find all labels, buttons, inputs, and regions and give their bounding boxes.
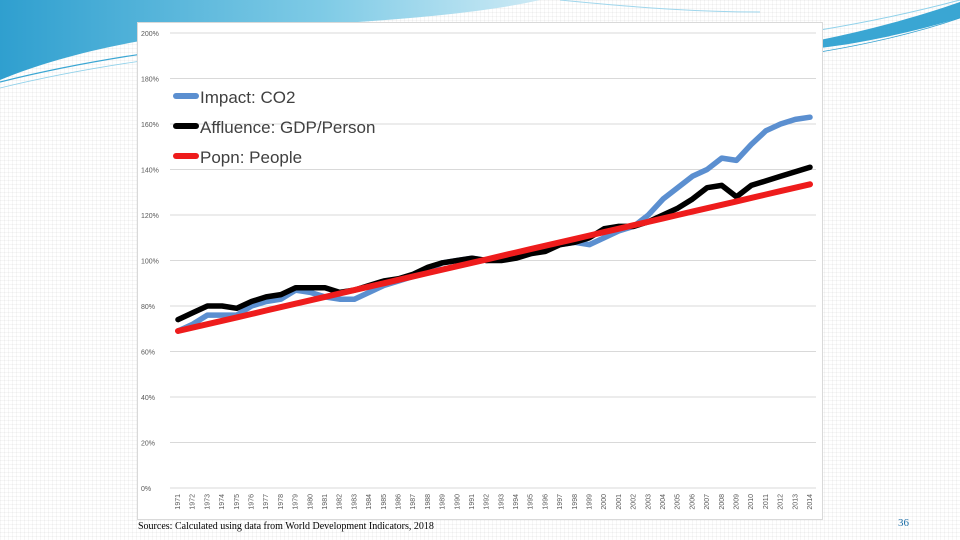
x-tick-label: 2002 [631, 494, 638, 510]
x-tick-label: 1980 [307, 494, 314, 510]
x-tick-label: 1981 [322, 494, 329, 510]
x-tick-label: 2006 [689, 494, 696, 510]
x-tick-label: 1971 [175, 494, 182, 510]
y-tick-label: 100% [141, 259, 159, 266]
x-tick-label: 1987 [410, 494, 417, 510]
slide-number: 36 [898, 517, 909, 529]
x-tick-label: 1995 [528, 494, 535, 510]
x-tick-label: 2009 [734, 494, 741, 510]
x-tick-label: 1991 [469, 494, 476, 510]
x-tick-label: 1972 [190, 494, 197, 510]
x-tick-label: 1986 [395, 494, 402, 510]
x-tick-label: 2004 [660, 494, 667, 510]
y-tick-label: 80% [141, 304, 155, 311]
x-tick-label: 1979 [293, 494, 300, 510]
x-tick-label: 1992 [484, 494, 491, 510]
x-tick-label: 1996 [542, 494, 549, 510]
x-tick-label: 1975 [234, 494, 241, 510]
y-tick-label: 20% [141, 441, 155, 448]
x-tick-label: 2013 [792, 494, 799, 510]
y-tick-label: 160% [141, 122, 159, 129]
x-tick-label: 2008 [719, 494, 726, 510]
series-line-2 [175, 164, 813, 323]
y-tick-label: 0% [141, 486, 151, 493]
legend-label: Affluence: GDP/Person [200, 118, 375, 137]
x-tick-label: 1990 [454, 494, 461, 510]
x-tick-label: 1977 [263, 494, 270, 510]
x-tick-label: 2012 [778, 494, 785, 510]
x-tick-label: 1998 [572, 494, 579, 510]
y-tick-label: 120% [141, 213, 159, 220]
x-tick-label: 1997 [557, 494, 564, 510]
y-tick-label: 200% [141, 31, 159, 38]
x-tick-label: 2000 [601, 494, 608, 510]
x-tick-label: 2005 [675, 494, 682, 510]
x-tick-label: 2001 [616, 494, 623, 510]
series-line-3 [175, 181, 813, 334]
x-tick-label: 1984 [366, 494, 373, 510]
x-tick-label: 1973 [204, 494, 211, 510]
chart-panel: 0% 20% 40% 60% 80% 100% 120% 140% 160% 180% 200% 1… [137, 22, 823, 520]
x-tick-label: 1983 [351, 494, 358, 510]
x-tick-label: 2003 [645, 494, 652, 510]
x-tick-label: 1974 [219, 494, 226, 510]
y-tick-label: 140% [141, 168, 159, 175]
x-tick-label: 1978 [278, 494, 285, 510]
x-tick-label: 1989 [440, 494, 447, 510]
x-tick-label: 1988 [425, 494, 432, 510]
legend-label: Impact: CO2 [200, 88, 295, 107]
legend-label: Popn: People [200, 148, 302, 167]
x-tick-label: 1976 [248, 494, 255, 510]
x-tick-label: 2007 [704, 494, 711, 510]
x-tick-label: 2011 [763, 494, 770, 509]
y-tick-label: 60% [141, 350, 155, 357]
x-tick-label: 1993 [498, 494, 505, 510]
y-tick-label: 180% [141, 77, 159, 84]
x-tick-label: 1994 [513, 494, 520, 510]
x-tick-label: 2014 [807, 494, 814, 510]
y-tick-label: 40% [141, 395, 155, 402]
line-chart: 0% 20% 40% 60% 80% 100% 120% 140% 160% 180% 200% 1… [141, 31, 816, 510]
x-tick-label: 2010 [748, 494, 755, 510]
x-tick-label: 1999 [587, 494, 594, 510]
x-tick-label: 1985 [381, 494, 388, 510]
source-citation: Sources: Calculated using data from Worl… [138, 521, 434, 532]
x-tick-label: 1982 [337, 494, 344, 510]
